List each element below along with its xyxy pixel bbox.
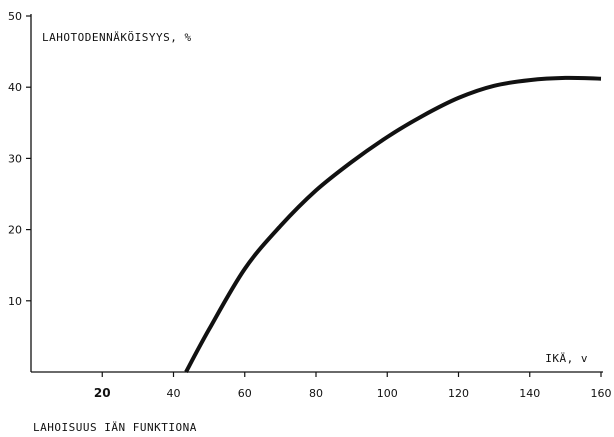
y-tick-label: 10 [8,295,22,308]
axes [30,14,603,373]
y-tick-label: 20 [8,224,22,237]
x-tick-label: 100 [377,387,398,400]
x-tick-label: 20 [94,386,111,400]
x-tick-label: 40 [167,387,181,400]
series-line [184,75,602,373]
y-tick-label: 30 [8,152,22,165]
x-tick-label: 80 [309,387,323,400]
y-ticks: 10 20 30 40 50 [8,10,31,308]
x-tick-label: 160 [591,387,612,400]
x-tick-label: 120 [448,387,469,400]
series-group [184,75,602,373]
x-axis-title: IKÄ, v [545,352,588,365]
chart-caption: LAHOISUUS IÄN FUNKTIONA [33,421,197,434]
y-tick-label: 40 [8,81,22,94]
x-ticks: 20 40 60 80 100 120 140 160 [94,372,612,400]
x-tick-label: 140 [519,387,540,400]
y-tick-label: 50 [8,10,22,23]
y-axis-title: LAHOTODENNÄKÖISYYS, % [42,31,192,44]
x-tick-label: 60 [238,387,252,400]
